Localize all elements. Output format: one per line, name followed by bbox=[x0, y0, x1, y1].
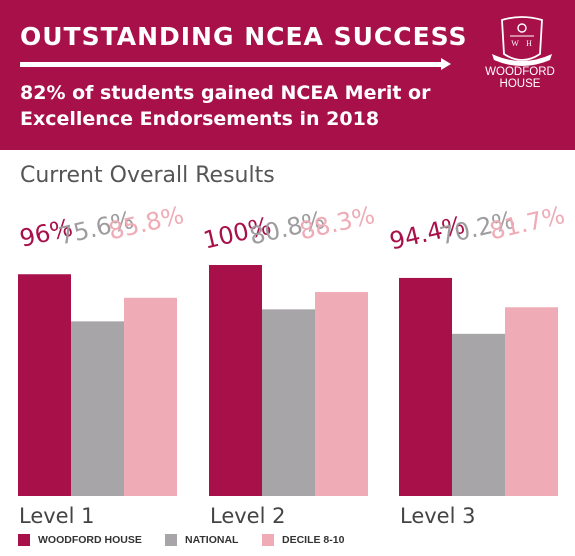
category-label-level-2: Level 2 bbox=[210, 504, 285, 528]
bar-level-1-national bbox=[71, 321, 124, 496]
legend-label-decile: DECILE 8-10 bbox=[282, 534, 345, 546]
bar-level-3-woodford bbox=[399, 277, 452, 496]
results-bar-chart: 96%75.6%85.8%Level 1100%80.8%88.3%Level … bbox=[17, 201, 568, 528]
svg-text:W: W bbox=[511, 39, 519, 48]
school-name-logo-text: WOODFORD HOUSE bbox=[470, 66, 570, 90]
legend-swatch-decile bbox=[262, 534, 274, 546]
category-label-level-1: Level 1 bbox=[19, 504, 94, 528]
legend-swatch-national bbox=[165, 534, 177, 546]
banner-rule-flag bbox=[441, 58, 451, 70]
banner-rule bbox=[20, 62, 442, 67]
svg-text:H: H bbox=[526, 39, 532, 48]
value-label-level-1-decile: 85.8% bbox=[106, 201, 187, 245]
legend-label-national: NATIONAL bbox=[185, 534, 239, 546]
bar-level-3-decile bbox=[505, 307, 558, 496]
header-banner: OUTSTANDING NCEA SUCCESS 82% of students… bbox=[0, 0, 575, 150]
logo-line-1: WOODFORD bbox=[485, 66, 555, 78]
logo-line-2: HOUSE bbox=[499, 78, 541, 90]
bar-level-3-national bbox=[452, 333, 505, 496]
bar-level-1-woodford bbox=[18, 274, 71, 496]
value-label-level-2-decile: 88.3% bbox=[297, 201, 378, 245]
banner-subtitle: 82% of students gained NCEA Merit or Exc… bbox=[20, 82, 431, 130]
bar-level-2-national bbox=[262, 309, 315, 496]
section-title: Current Overall Results bbox=[20, 163, 275, 188]
school-crest-icon: W H bbox=[492, 16, 552, 66]
bar-level-2-decile bbox=[315, 292, 368, 496]
bar-level-2-woodford bbox=[209, 265, 262, 496]
value-label-level-3-decile: 81.7% bbox=[487, 201, 568, 245]
legend-label-woodford: WOODFORD HOUSE bbox=[38, 534, 142, 546]
category-label-level-3: Level 3 bbox=[400, 504, 475, 528]
bar-level-1-decile bbox=[124, 297, 177, 496]
legend-swatch-woodford bbox=[18, 534, 30, 546]
banner-title: OUTSTANDING NCEA SUCCESS bbox=[20, 22, 468, 51]
